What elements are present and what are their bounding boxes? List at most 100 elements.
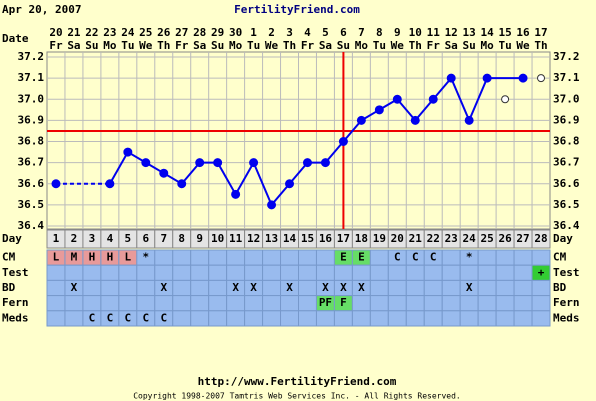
row-cell bbox=[190, 264, 210, 281]
row-cell bbox=[190, 295, 210, 312]
row-cell bbox=[423, 295, 443, 312]
row-cell bbox=[315, 249, 335, 266]
row-cell bbox=[118, 295, 138, 312]
weekday-label: Tu bbox=[247, 39, 260, 52]
y-tick-label-right: 36.6 bbox=[553, 177, 580, 190]
row-cell bbox=[405, 264, 425, 281]
date-tick-label: 15 bbox=[498, 26, 511, 39]
row-entry: E bbox=[358, 251, 365, 264]
y-tick-label-right: 36.4 bbox=[553, 219, 580, 232]
point bbox=[285, 179, 295, 189]
row-cell bbox=[208, 249, 228, 266]
day-number: 17 bbox=[337, 232, 350, 245]
row-cell bbox=[280, 249, 299, 266]
row-cell bbox=[136, 264, 156, 281]
temp-line bbox=[270, 183, 291, 206]
day-number: 5 bbox=[125, 232, 132, 245]
day-number: 16 bbox=[319, 232, 333, 245]
date-tick-label: 20 bbox=[49, 26, 62, 39]
point bbox=[105, 179, 115, 189]
row-cell bbox=[244, 264, 264, 281]
weekday-label: We bbox=[516, 39, 530, 52]
row-cell bbox=[208, 310, 228, 327]
point bbox=[177, 179, 187, 189]
weekday-label: Sa bbox=[319, 39, 332, 52]
weekday-label: Su bbox=[463, 39, 476, 52]
point bbox=[51, 179, 61, 189]
weekday-label: Su bbox=[337, 39, 350, 52]
row-entry: C bbox=[394, 251, 401, 264]
temp-line bbox=[432, 77, 452, 100]
row-cell bbox=[351, 295, 371, 312]
row-cell bbox=[495, 264, 515, 281]
row-cell bbox=[262, 264, 282, 281]
row-cell bbox=[172, 310, 192, 327]
row-cell bbox=[369, 264, 389, 281]
day-number: 12 bbox=[247, 232, 260, 245]
row-cell bbox=[244, 249, 264, 266]
weekday-label: Th bbox=[157, 39, 170, 52]
weekday-label: Sa bbox=[67, 39, 80, 52]
footer-url: http://www.FertilityFriend.com bbox=[198, 375, 397, 388]
temp-line bbox=[109, 151, 129, 185]
point bbox=[231, 189, 241, 199]
row-cell bbox=[495, 295, 515, 312]
day-number: 28 bbox=[534, 232, 547, 245]
weekday-label: Mo bbox=[481, 39, 495, 52]
point bbox=[464, 115, 474, 125]
date-tick-label: 22 bbox=[85, 26, 98, 39]
weekday-label: Mo bbox=[229, 39, 243, 52]
row-cell bbox=[226, 295, 246, 312]
point bbox=[356, 115, 366, 125]
row-cell bbox=[136, 279, 156, 297]
row-cell bbox=[280, 295, 299, 312]
row-cell bbox=[459, 310, 479, 327]
row-cell bbox=[531, 249, 551, 266]
row-cell bbox=[46, 295, 66, 312]
row-cell bbox=[64, 264, 84, 281]
row-cell bbox=[477, 249, 497, 266]
row-entry: X bbox=[286, 281, 293, 294]
weekday-label: Tu bbox=[498, 39, 511, 52]
temp-line bbox=[180, 161, 201, 185]
row-cell bbox=[262, 295, 282, 312]
row-cell bbox=[64, 295, 84, 312]
point bbox=[195, 158, 205, 168]
day-number: 6 bbox=[142, 232, 149, 245]
weekday-label: Th bbox=[534, 39, 547, 52]
row-cell bbox=[226, 310, 246, 327]
row-cell bbox=[369, 279, 389, 297]
y-tick-label-right: 37.2 bbox=[553, 50, 580, 63]
date-tick-label: 23 bbox=[103, 26, 116, 39]
row-cell bbox=[64, 310, 84, 327]
row-cell bbox=[513, 295, 533, 312]
row-entry: X bbox=[250, 281, 257, 294]
row-label: Fern bbox=[2, 296, 29, 309]
day-number: 11 bbox=[229, 232, 243, 245]
day-number: 27 bbox=[516, 232, 529, 245]
weekday-label: Tu bbox=[373, 39, 386, 52]
date-tick-label: 24 bbox=[121, 26, 135, 39]
day-number: 14 bbox=[283, 232, 297, 245]
day-number: 8 bbox=[178, 232, 185, 245]
row-cell bbox=[154, 295, 174, 312]
row-cell bbox=[82, 264, 102, 281]
date-tick-label: 28 bbox=[193, 26, 206, 39]
row-cell bbox=[208, 295, 228, 312]
row-cell bbox=[136, 295, 156, 312]
row-cell bbox=[387, 264, 407, 281]
row-entry: X bbox=[322, 281, 329, 294]
day-number: 25 bbox=[481, 232, 494, 245]
row-cell bbox=[441, 295, 461, 312]
row-label-right: Fern bbox=[553, 296, 580, 309]
y-tick-label-right: 36.8 bbox=[553, 135, 580, 148]
row-cell bbox=[477, 264, 497, 281]
row-cell bbox=[387, 295, 407, 312]
y-tick-label: 36.8 bbox=[18, 135, 45, 148]
row-cell bbox=[172, 279, 192, 297]
row-cell bbox=[208, 264, 228, 281]
y-tick-label: 36.6 bbox=[18, 177, 45, 190]
row-cell bbox=[459, 295, 479, 312]
y-tick-label: 37.2 bbox=[18, 50, 45, 63]
